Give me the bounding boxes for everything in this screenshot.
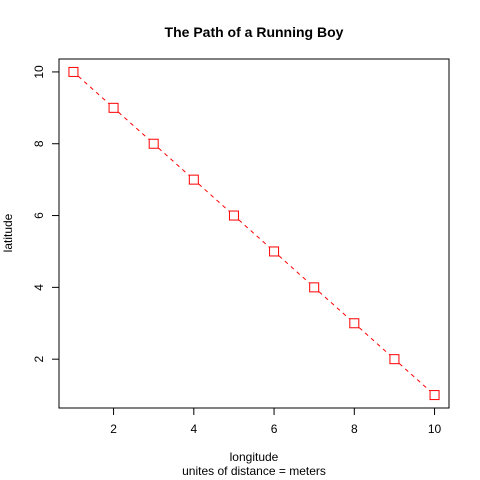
x-tick-label: 10 [428, 422, 442, 436]
data-point [68, 66, 79, 77]
data-point [108, 102, 119, 113]
data-point [349, 318, 360, 329]
data-point [389, 354, 400, 365]
x-axis-sublabel: unites of distance = meters [182, 464, 326, 478]
series-points [68, 66, 440, 401]
line-segment [278, 255, 310, 284]
data-point [429, 390, 440, 401]
y-tick-label: 10 [32, 65, 46, 79]
line-segment [118, 111, 150, 140]
plot-frame [58, 58, 450, 409]
y-tick-label: 2 [32, 356, 46, 363]
x-tick-label: 6 [271, 422, 278, 436]
data-point [309, 282, 320, 293]
line-segment [77, 75, 110, 104]
y-tick-label: 4 [32, 284, 46, 291]
data-point [269, 246, 280, 257]
series-line [77, 75, 431, 392]
y-axis: 2 4 6 8 10 [32, 65, 60, 363]
line-segment [158, 147, 190, 176]
data-point [148, 138, 159, 149]
data-point [228, 210, 239, 221]
x-tick-label: 4 [190, 422, 197, 436]
data-point [188, 174, 199, 185]
x-axis-label: longitude [230, 450, 279, 464]
line-segment [198, 183, 230, 212]
x-axis: 2 4 6 8 10 [110, 407, 442, 436]
y-tick-label: 8 [32, 140, 46, 147]
y-axis-label: latitude [1, 213, 15, 252]
x-tick-label: 8 [351, 422, 358, 436]
y-tick-label: 6 [32, 212, 46, 219]
line-segment [238, 219, 270, 248]
chart-title: The Path of a Running Boy [165, 24, 344, 40]
x-tick-label: 2 [110, 422, 117, 436]
line-segment [398, 363, 431, 392]
line-segment [358, 327, 390, 356]
line-segment [318, 291, 350, 320]
